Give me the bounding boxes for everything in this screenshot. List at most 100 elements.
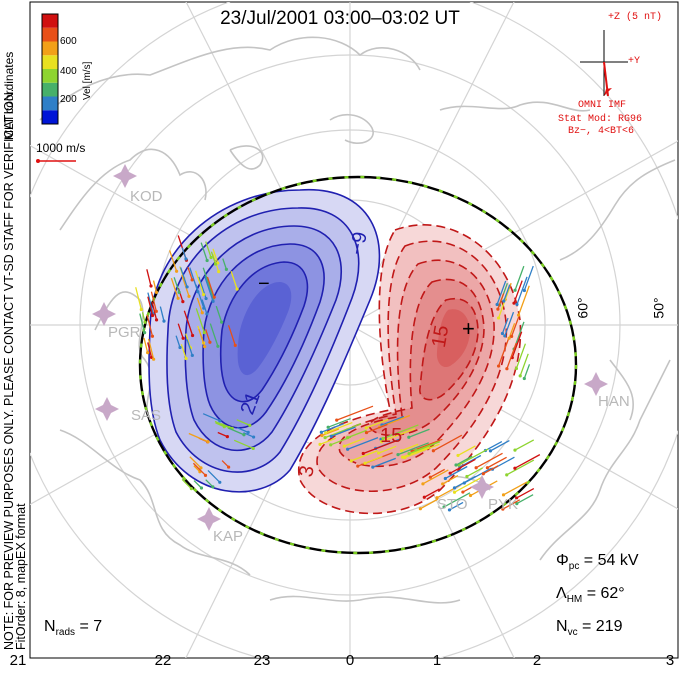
velocity-vector-origin	[177, 290, 181, 294]
velocity-vector-origin	[399, 449, 404, 453]
velocity-vector	[169, 250, 178, 272]
velocity-vector	[443, 492, 471, 508]
velocity-vector	[514, 439, 535, 451]
velocity-vector-origin	[448, 471, 452, 475]
colorbar-tick: 200	[60, 94, 77, 105]
velocity-vector-origin	[139, 307, 143, 312]
velocity-vector	[408, 428, 430, 438]
latitude-label-60: 60°	[574, 297, 591, 319]
station-markers	[92, 164, 608, 531]
colorbar-segment	[42, 27, 58, 42]
velocity-vector	[195, 270, 205, 295]
velocity-vector-origin	[329, 443, 333, 447]
velocity-vector-origin	[187, 294, 191, 298]
velocity-vector	[490, 439, 510, 452]
hm-latitude: ΛHM = 62°	[556, 585, 625, 606]
velocity-vector	[186, 339, 193, 356]
velocity-vector	[433, 434, 463, 452]
velocity-vector	[237, 427, 249, 433]
velocity-vector-origin	[190, 278, 194, 282]
velocity-vector-origin	[150, 334, 155, 338]
velocity-vector	[222, 258, 228, 270]
velocity-vector	[181, 247, 187, 260]
velocity-vector-origin	[323, 435, 327, 440]
velocity-vector	[401, 443, 419, 452]
velocity-vector	[152, 280, 158, 293]
station-label-pgr: PGR	[108, 324, 141, 341]
colorbar-segment	[42, 110, 58, 124]
velocity-vector-origin	[513, 448, 517, 452]
colorbar-segment	[42, 96, 58, 111]
velocity-vector-origin	[514, 496, 519, 500]
velocity-vector	[508, 323, 516, 339]
velocity-vector-origin	[149, 355, 154, 359]
velocity-vector	[366, 423, 388, 434]
velocity-vector-origin	[407, 451, 411, 456]
velocity-vector-origin	[142, 331, 147, 335]
velocity-vector-origin	[361, 451, 365, 456]
velocity-vector	[192, 462, 206, 476]
colorbar-label: Vel [m/s]	[82, 61, 93, 100]
velocity-vector	[442, 475, 459, 485]
velocity-vector	[523, 364, 531, 379]
velocity-vector-origin	[481, 472, 485, 476]
velocity-vector-origin	[507, 336, 511, 340]
velocity-vector	[402, 446, 430, 458]
velocity-vector	[147, 342, 153, 358]
positive-potential-cell	[298, 224, 521, 514]
neg-center-marker: −	[258, 273, 270, 295]
imf-y-label: +Y	[628, 56, 641, 67]
velocity-vector-origin	[356, 464, 360, 468]
velocity-vector	[497, 293, 505, 310]
velocity-vector	[243, 432, 254, 438]
velocity-vector-origin	[364, 430, 369, 435]
velocity-vector	[497, 288, 510, 319]
velocity-vector-origin	[251, 446, 255, 451]
velocity-vector-origin	[225, 435, 229, 439]
velocity-vector-origin	[407, 435, 411, 439]
velocity-vector	[496, 280, 507, 305]
velocity-vector-origin	[209, 255, 213, 260]
velocity-vector-origin	[178, 345, 182, 350]
mlt-tick: 3	[665, 652, 675, 669]
velocity-vector	[411, 438, 443, 452]
velocity-vector	[195, 308, 205, 333]
velocity-vector	[193, 480, 202, 489]
velocity-vector-origin	[452, 486, 457, 490]
velocity-vector-origin	[320, 433, 324, 438]
velocity-vector-origin	[220, 320, 224, 324]
velocity-vector-origin	[196, 290, 200, 294]
velocity-vector	[141, 312, 146, 323]
colorbar-frame	[41, 13, 59, 125]
velocity-vector-origin	[522, 376, 526, 381]
velocity-vector-origin	[500, 331, 505, 336]
velocity-vector-origin	[149, 284, 153, 288]
velocity-vector	[331, 426, 356, 438]
velocity-vector-origin	[364, 426, 368, 430]
station-label-han: HAN	[598, 393, 630, 410]
velocity-vector-origin	[474, 466, 478, 470]
velocity-vector-origin	[206, 440, 210, 444]
velocity-vector-origin	[324, 431, 328, 435]
velocity-vector	[404, 443, 440, 459]
velocity-vector	[363, 439, 398, 455]
velocity-vector	[319, 437, 336, 445]
velocity-vector	[523, 265, 534, 291]
velocity-vector-origin	[152, 357, 156, 361]
velocity-vector	[422, 469, 449, 485]
colorbar-segment	[42, 14, 58, 28]
velocity-vector-origin	[377, 451, 381, 455]
velocity-vector	[372, 457, 396, 468]
velocity-vector-origin	[435, 496, 439, 500]
velocity-vector	[143, 337, 149, 353]
velocity-vector-origin	[513, 288, 517, 292]
velocity-vector-origin	[363, 461, 367, 465]
velocity-vector	[347, 429, 367, 439]
negative-contours	[148, 189, 381, 493]
velocity-vector-origin	[199, 466, 203, 470]
velocity-vector	[205, 241, 212, 258]
velocity-vector-origin	[184, 257, 188, 261]
velocity-vector-origin	[184, 356, 188, 361]
velocity-vector-origin	[217, 269, 221, 274]
velocity-vector-origin	[485, 466, 490, 470]
